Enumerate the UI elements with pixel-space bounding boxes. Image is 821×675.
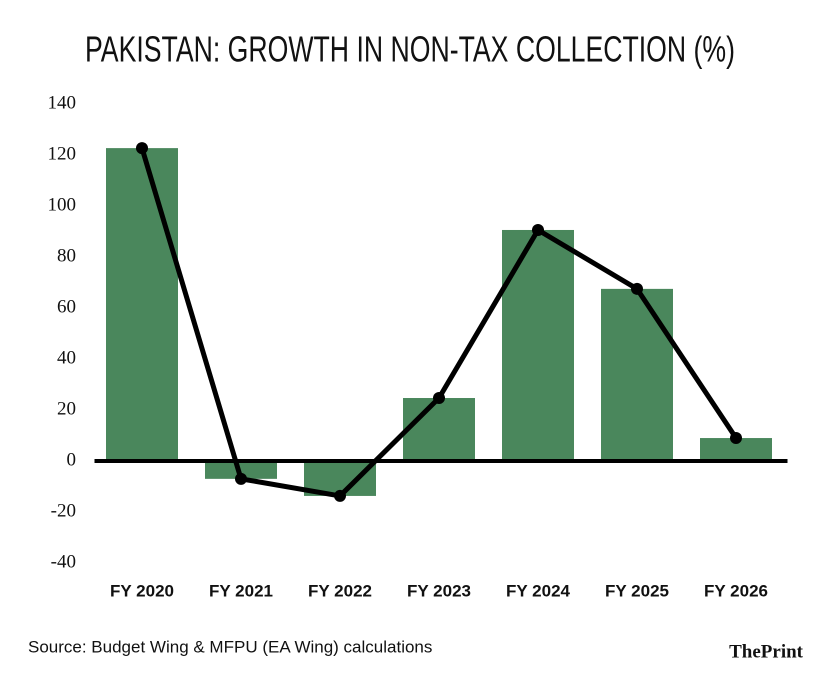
line-point: [631, 282, 643, 295]
x-tick-label: FY 2023: [407, 581, 471, 600]
line-point: [433, 392, 445, 405]
x-tick-label: FY 2026: [704, 581, 768, 600]
line-point: [730, 432, 742, 445]
x-tick-label: FY 2022: [308, 581, 372, 600]
y-tick-label: 40: [57, 347, 76, 368]
bar: [700, 438, 772, 461]
brand-logo: ThePrint: [729, 641, 804, 662]
bar: [502, 229, 574, 461]
x-tick-label: FY 2021: [209, 581, 273, 600]
x-tick-label: FY 2024: [506, 581, 571, 600]
line-point: [334, 489, 346, 502]
line-point: [235, 472, 247, 485]
bar: [403, 398, 475, 461]
y-tick-label: 60: [57, 296, 76, 317]
y-tick-label: -20: [51, 500, 76, 521]
y-tick-label: 80: [57, 245, 76, 266]
y-tick-label: -40: [51, 551, 76, 572]
chart-title: PAKISTAN: GROWTH IN NON-TAX COLLECTION (…: [85, 29, 735, 70]
x-tick-label: FY 2020: [110, 581, 174, 600]
bar: [205, 461, 277, 479]
y-tick-label: 0: [67, 449, 77, 470]
bar: [601, 288, 673, 461]
bar: [106, 148, 178, 462]
y-tick-label: 140: [48, 92, 77, 113]
y-tick-label: 100: [48, 194, 77, 215]
line-point: [136, 142, 148, 155]
source-note: Source: Budget Wing & MFPU (EA Wing) cal…: [28, 637, 432, 656]
line-point: [532, 223, 544, 236]
x-tick-label: FY 2025: [605, 581, 669, 600]
y-tick-label: 20: [57, 398, 76, 419]
y-tick-label: 120: [48, 143, 77, 164]
